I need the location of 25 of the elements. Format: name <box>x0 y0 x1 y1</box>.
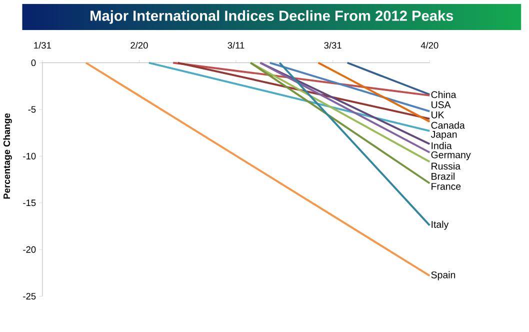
y-tick-label: -20 <box>23 246 36 253</box>
y-tick-label: -15 <box>23 200 36 206</box>
series-label: China <box>431 91 456 98</box>
series-label: UK <box>432 112 444 118</box>
series-label: Germany <box>431 152 471 160</box>
x-tick-label: 2/20 <box>130 42 148 49</box>
x-tick-label: 3/11 <box>228 42 244 49</box>
x-tick-label: 3/31 <box>324 42 342 49</box>
series-label: Italy <box>432 220 449 230</box>
y-tick-label: -10 <box>23 153 36 160</box>
series-label: Brazil <box>432 172 454 180</box>
series-label: Russia <box>432 162 461 170</box>
y-tick-label: -5 <box>28 106 36 113</box>
series-label: Canada <box>431 122 465 129</box>
y-axis-title: Percentage Change <box>3 113 12 199</box>
series-label: India <box>432 142 452 150</box>
chart-title: Major International Indices Decline From 2012 Peaks <box>90 10 454 24</box>
series-label: USA <box>432 101 451 108</box>
series-label: France <box>432 183 461 190</box>
series-label: Spain <box>431 271 456 280</box>
x-tick-label: 4/20 <box>420 42 438 49</box>
y-tick-label: 0 <box>31 60 36 66</box>
series-label: Japan <box>430 131 457 140</box>
y-tick-label: -25 <box>23 293 36 300</box>
x-tick-label: 1/31 <box>34 42 51 49</box>
